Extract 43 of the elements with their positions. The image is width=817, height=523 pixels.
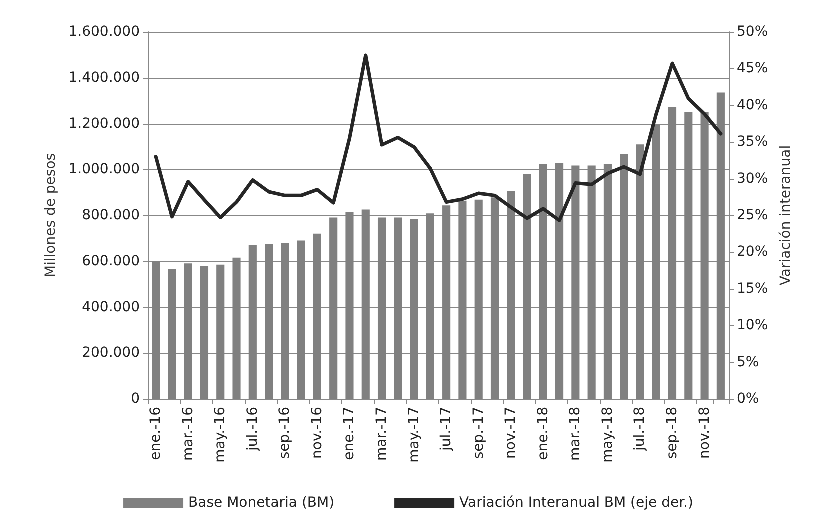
y2-tick-label: 40% [737,97,768,114]
x-tick-label: jul.-18 [632,407,648,452]
x-tick-label: nov.-16 [309,406,326,459]
x-tick-label: ene.-16 [148,406,164,460]
y2-axis-title: Variación interanual [778,145,794,286]
y-tick-label: 400.000 [82,299,140,316]
x-tick-label: jul.-16 [244,406,261,452]
x-tick-label: sep.-17 [470,407,487,460]
x-tick-label: mar.-18 [568,407,584,462]
y-tick-label: 1.600.000 [68,24,140,40]
line-series [154,54,723,222]
x-tick-label: sep.-18 [664,407,681,460]
x-tick-label: sep.-16 [277,406,294,460]
y2-tick-label: 5% [737,354,760,370]
x-tick-label: may.-17 [406,407,422,463]
y-tick-label: 800.000 [82,208,140,224]
y-axis-title: Millones de pesos [42,153,59,278]
x-tick-label: jul.-17 [438,407,455,452]
y-tick-label: 1.200.000 [68,116,140,132]
y2-tick-label: 0% [737,391,760,407]
x-tick-label: nov.-18 [696,407,713,459]
y-tick-label: 1.000.000 [68,162,140,178]
y2-tick-label: 25% [737,208,768,224]
y2-tick-label: 35% [737,134,768,150]
x-tick-label: mar.-17 [374,407,390,462]
legend-label: Base Monetaria (BM) [188,495,335,511]
y2-tick-label: 50% [737,24,768,40]
y2-tick-label: 10% [737,318,768,334]
x-tick-label: nov.-17 [503,407,520,459]
x-tick-label: may.-18 [600,407,616,463]
y-tick-label: 1.400.000 [68,70,140,86]
y2-tick-label: 15% [737,280,768,297]
legend-label: Variación Interanual BM (eje der.) [460,495,694,511]
y2-tick-label: 45% [737,60,768,77]
x-tick-label: mar.-16 [180,406,196,462]
y2-tick-label: 20% [737,244,768,260]
x-tick-label: ene.-17 [342,407,358,460]
x-tick-label: may.-16 [212,406,229,463]
x-tick-label: ene.-18 [535,407,552,460]
y2-tick-label: 30% [737,170,768,187]
y-tick-label: 600.000 [82,253,140,270]
y-tick-label: 0 [131,391,140,407]
y-tick-label: 200.000 [82,345,140,362]
